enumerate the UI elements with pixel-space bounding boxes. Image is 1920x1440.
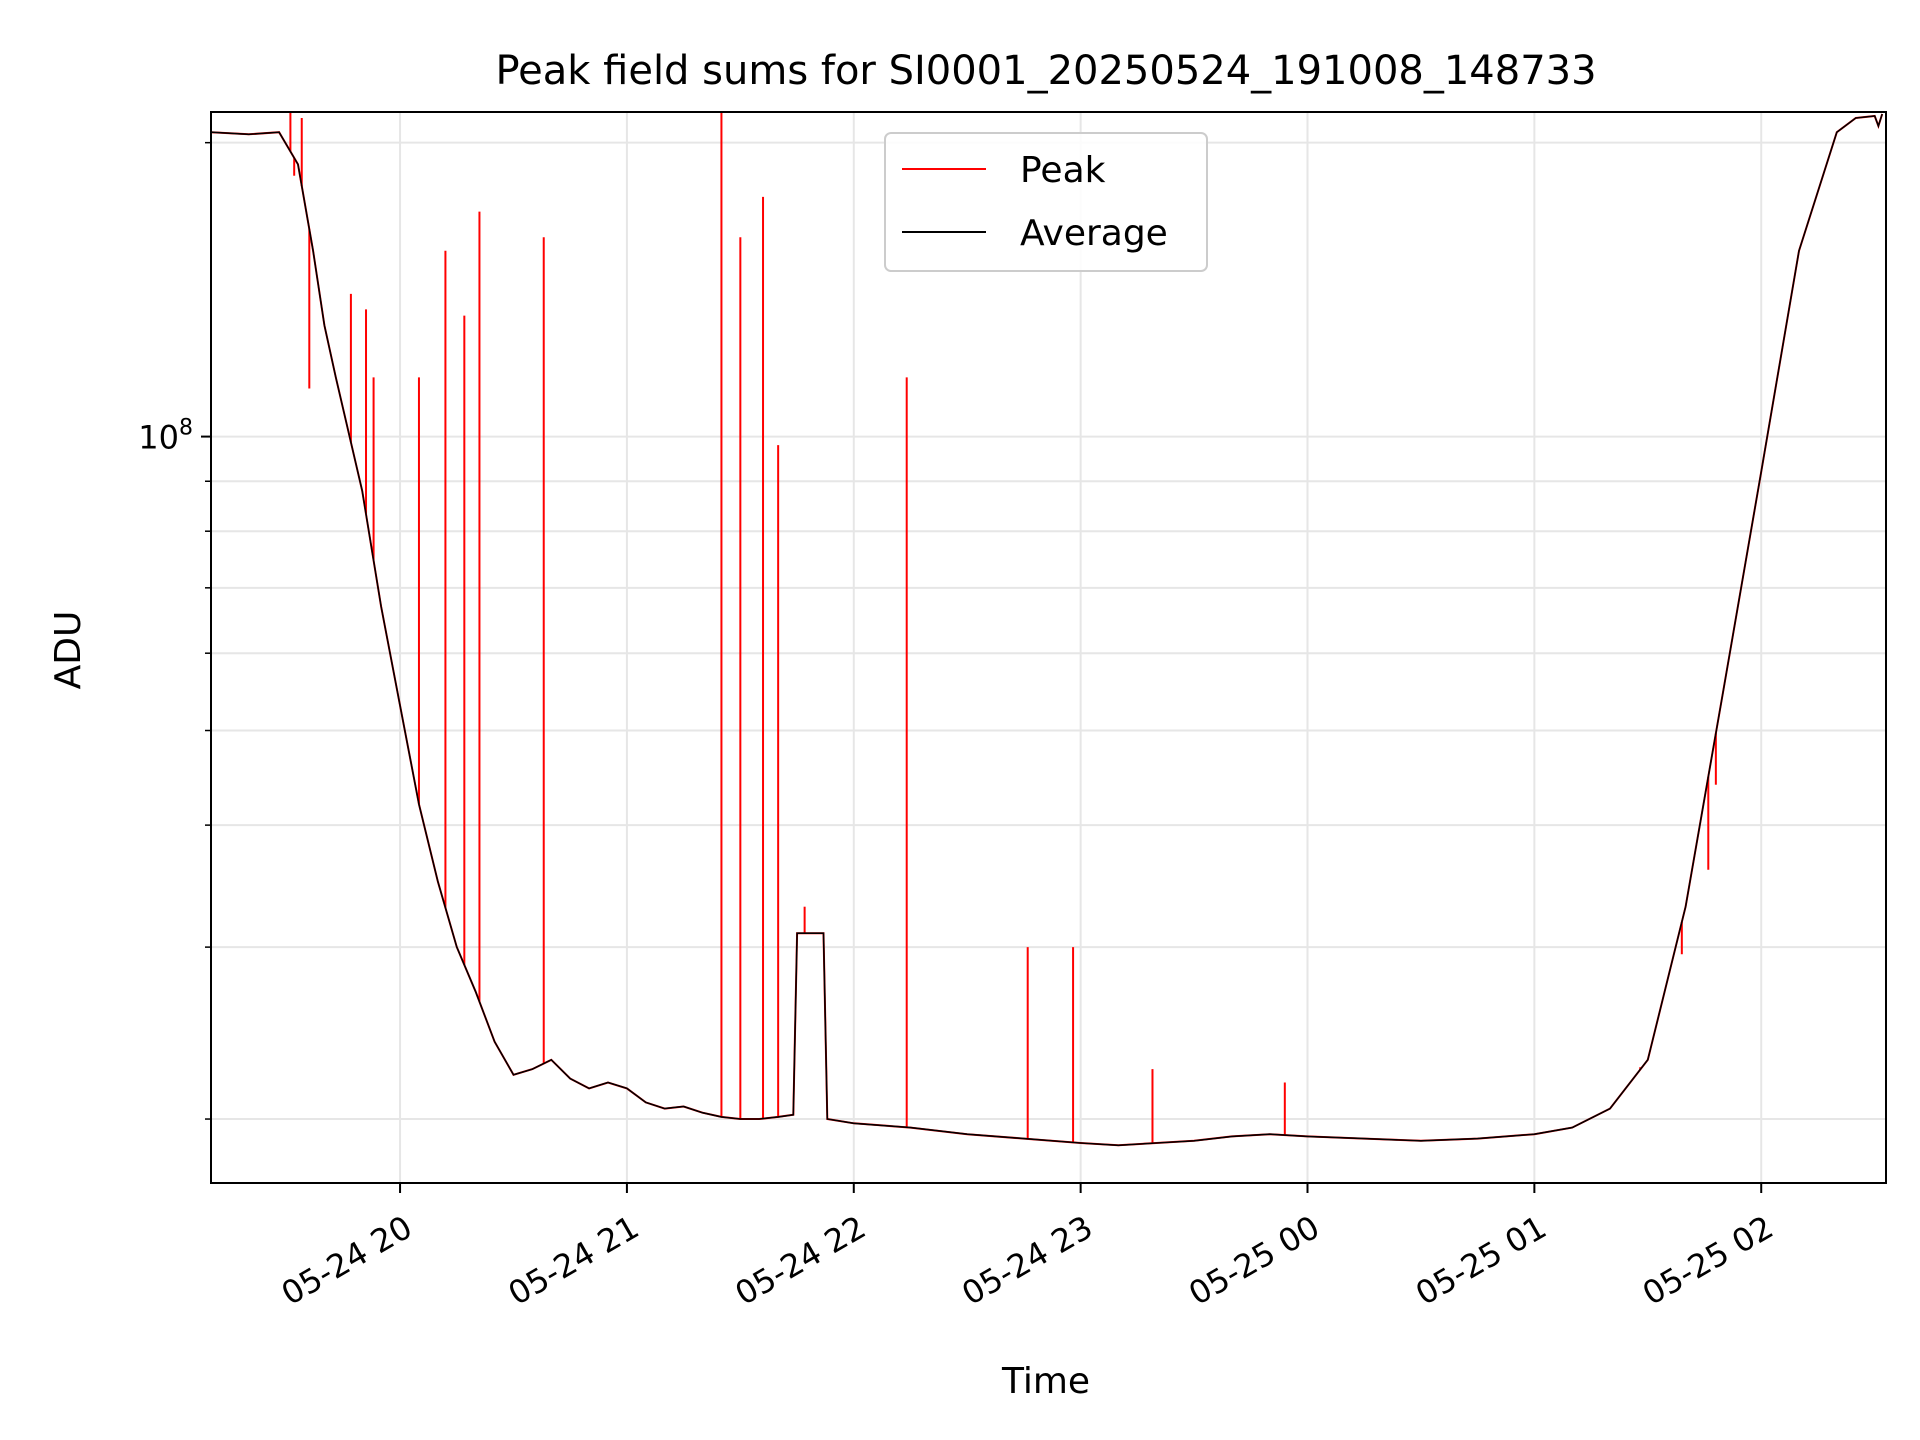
legend: Peak Average	[884, 132, 1208, 272]
grid	[211, 112, 1886, 1183]
plot-series	[210, 112, 1884, 1147]
legend-box	[884, 132, 1208, 272]
x-axis-label: Time	[1001, 1361, 1090, 1402]
legend-peak-label: Peak	[1020, 150, 1106, 191]
chart-title: Peak field sums for SI0001_20250524_1910…	[495, 48, 1596, 94]
y-tick-label: 108	[138, 416, 193, 457]
y-axis-label: ADU	[48, 611, 89, 690]
plot-area-frame	[210, 111, 1887, 1184]
legend-average-label: Average	[1020, 213, 1168, 254]
average-series-line	[210, 113, 1883, 1147]
